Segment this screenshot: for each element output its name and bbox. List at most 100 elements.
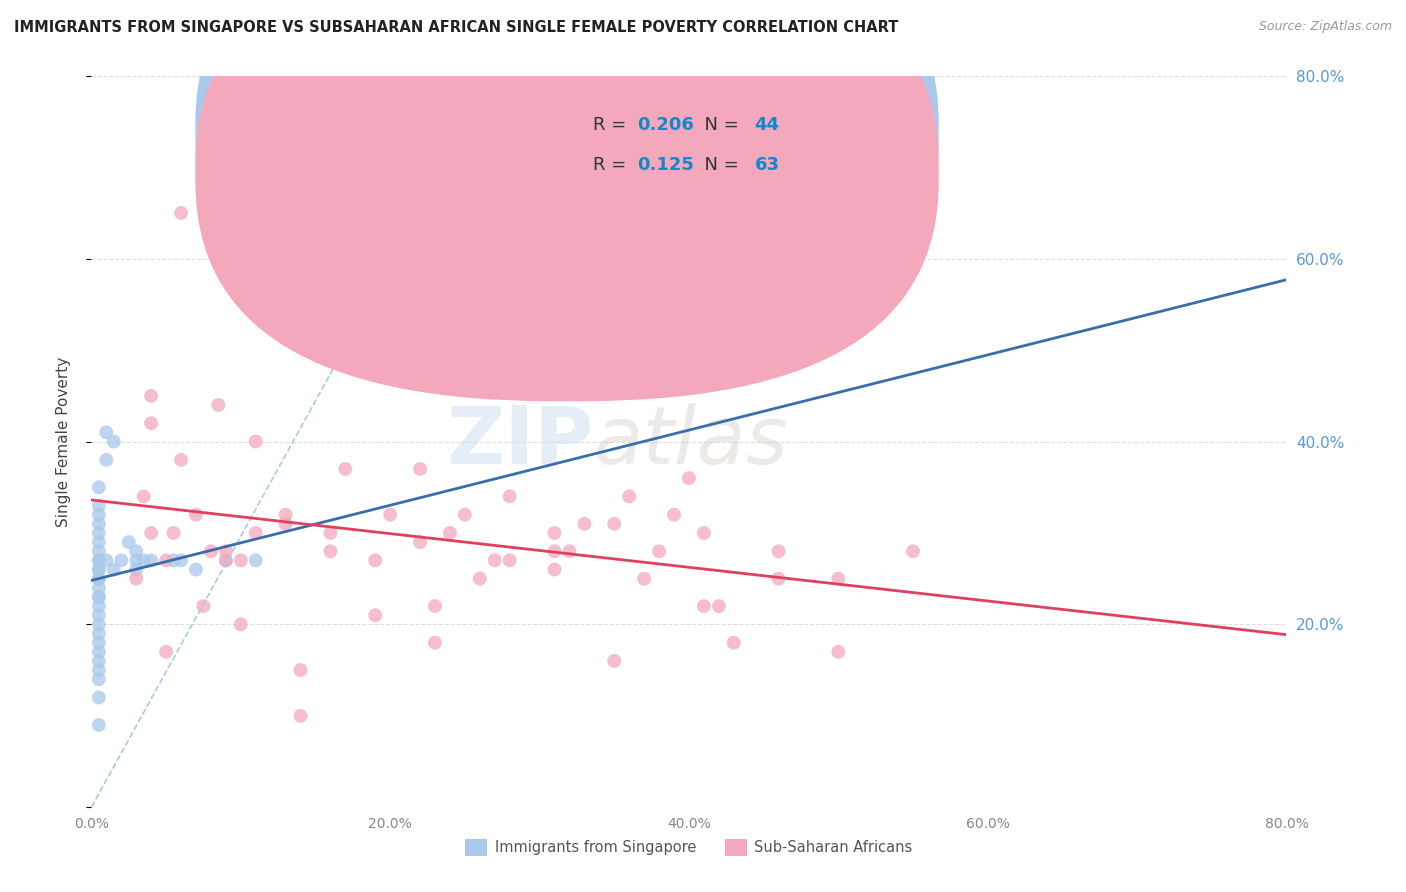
Point bbox=[96, 425, 118, 440]
Point bbox=[215, 553, 238, 567]
Point bbox=[96, 453, 118, 467]
Point bbox=[170, 453, 193, 467]
Text: R =: R = bbox=[593, 156, 633, 174]
Text: 63: 63 bbox=[755, 156, 780, 174]
Point bbox=[603, 516, 626, 531]
Point bbox=[364, 361, 387, 376]
Point bbox=[693, 599, 716, 614]
Point bbox=[335, 462, 357, 476]
Text: R =: R = bbox=[593, 116, 633, 134]
Point bbox=[141, 553, 162, 567]
Point bbox=[207, 398, 229, 412]
Point bbox=[170, 553, 193, 567]
Point bbox=[87, 617, 110, 632]
Point bbox=[619, 489, 641, 503]
Point bbox=[768, 572, 790, 586]
Point bbox=[378, 508, 402, 522]
Point bbox=[693, 526, 716, 541]
Text: 0.206: 0.206 bbox=[637, 116, 695, 134]
Point bbox=[290, 663, 312, 677]
Point bbox=[87, 563, 110, 577]
Point bbox=[678, 471, 700, 485]
Text: Source: ZipAtlas.com: Source: ZipAtlas.com bbox=[1258, 20, 1392, 33]
Point bbox=[259, 297, 281, 311]
Point bbox=[87, 535, 110, 549]
Point bbox=[423, 635, 446, 649]
Point bbox=[170, 206, 193, 220]
Point bbox=[184, 563, 207, 577]
Point bbox=[87, 654, 110, 668]
Point bbox=[633, 572, 655, 586]
Point bbox=[87, 499, 110, 513]
Point bbox=[87, 718, 110, 732]
Point bbox=[87, 480, 110, 494]
Text: 44: 44 bbox=[755, 116, 780, 134]
Point bbox=[96, 553, 118, 567]
Point bbox=[229, 617, 252, 632]
Point bbox=[87, 508, 110, 522]
Point bbox=[423, 599, 446, 614]
Point bbox=[125, 544, 148, 558]
Point bbox=[484, 553, 506, 567]
Point bbox=[543, 526, 565, 541]
Point bbox=[468, 572, 491, 586]
Point bbox=[110, 553, 132, 567]
Point bbox=[125, 553, 148, 567]
Point bbox=[162, 553, 184, 567]
Y-axis label: Single Female Poverty: Single Female Poverty bbox=[56, 357, 70, 526]
Text: N =: N = bbox=[693, 116, 744, 134]
Point bbox=[155, 645, 177, 659]
Point bbox=[118, 535, 141, 549]
Point bbox=[87, 673, 110, 687]
Point bbox=[290, 708, 312, 723]
Point bbox=[125, 563, 148, 577]
Point bbox=[103, 434, 125, 449]
Point bbox=[87, 599, 110, 614]
FancyBboxPatch shape bbox=[195, 0, 939, 401]
Point bbox=[245, 526, 267, 541]
Point bbox=[87, 635, 110, 649]
Point bbox=[87, 590, 110, 604]
Point bbox=[901, 544, 924, 558]
Point bbox=[141, 526, 162, 541]
Point bbox=[87, 572, 110, 586]
Point bbox=[87, 690, 110, 705]
Point bbox=[132, 553, 155, 567]
Point bbox=[723, 635, 745, 649]
Point bbox=[498, 489, 520, 503]
Point bbox=[87, 553, 110, 567]
Point bbox=[574, 516, 596, 531]
Point bbox=[215, 553, 238, 567]
Point bbox=[162, 526, 184, 541]
Point bbox=[364, 553, 387, 567]
Point bbox=[409, 535, 432, 549]
Point bbox=[87, 645, 110, 659]
Point bbox=[229, 553, 252, 567]
Point bbox=[125, 572, 148, 586]
Point bbox=[193, 599, 215, 614]
Text: IMMIGRANTS FROM SINGAPORE VS SUBSAHARAN AFRICAN SINGLE FEMALE POVERTY CORRELATIO: IMMIGRANTS FROM SINGAPORE VS SUBSAHARAN … bbox=[14, 20, 898, 35]
Point bbox=[87, 608, 110, 623]
Point bbox=[87, 544, 110, 558]
Text: ZIP: ZIP bbox=[446, 402, 593, 481]
Point bbox=[364, 608, 387, 623]
Point bbox=[87, 526, 110, 541]
Legend: Immigrants from Singapore, Sub-Saharan Africans: Immigrants from Singapore, Sub-Saharan A… bbox=[460, 833, 918, 863]
Point bbox=[768, 544, 790, 558]
Point bbox=[707, 599, 730, 614]
Point bbox=[648, 544, 671, 558]
Point bbox=[141, 416, 162, 431]
Text: N =: N = bbox=[693, 156, 744, 174]
Point bbox=[200, 544, 222, 558]
Point bbox=[215, 544, 238, 558]
Point bbox=[543, 544, 565, 558]
Point bbox=[155, 553, 177, 567]
Point bbox=[319, 526, 342, 541]
Point bbox=[543, 563, 565, 577]
Point bbox=[558, 544, 581, 558]
Point bbox=[274, 508, 297, 522]
Point bbox=[827, 645, 849, 659]
Point bbox=[319, 544, 342, 558]
Point bbox=[184, 508, 207, 522]
Point bbox=[662, 508, 685, 522]
